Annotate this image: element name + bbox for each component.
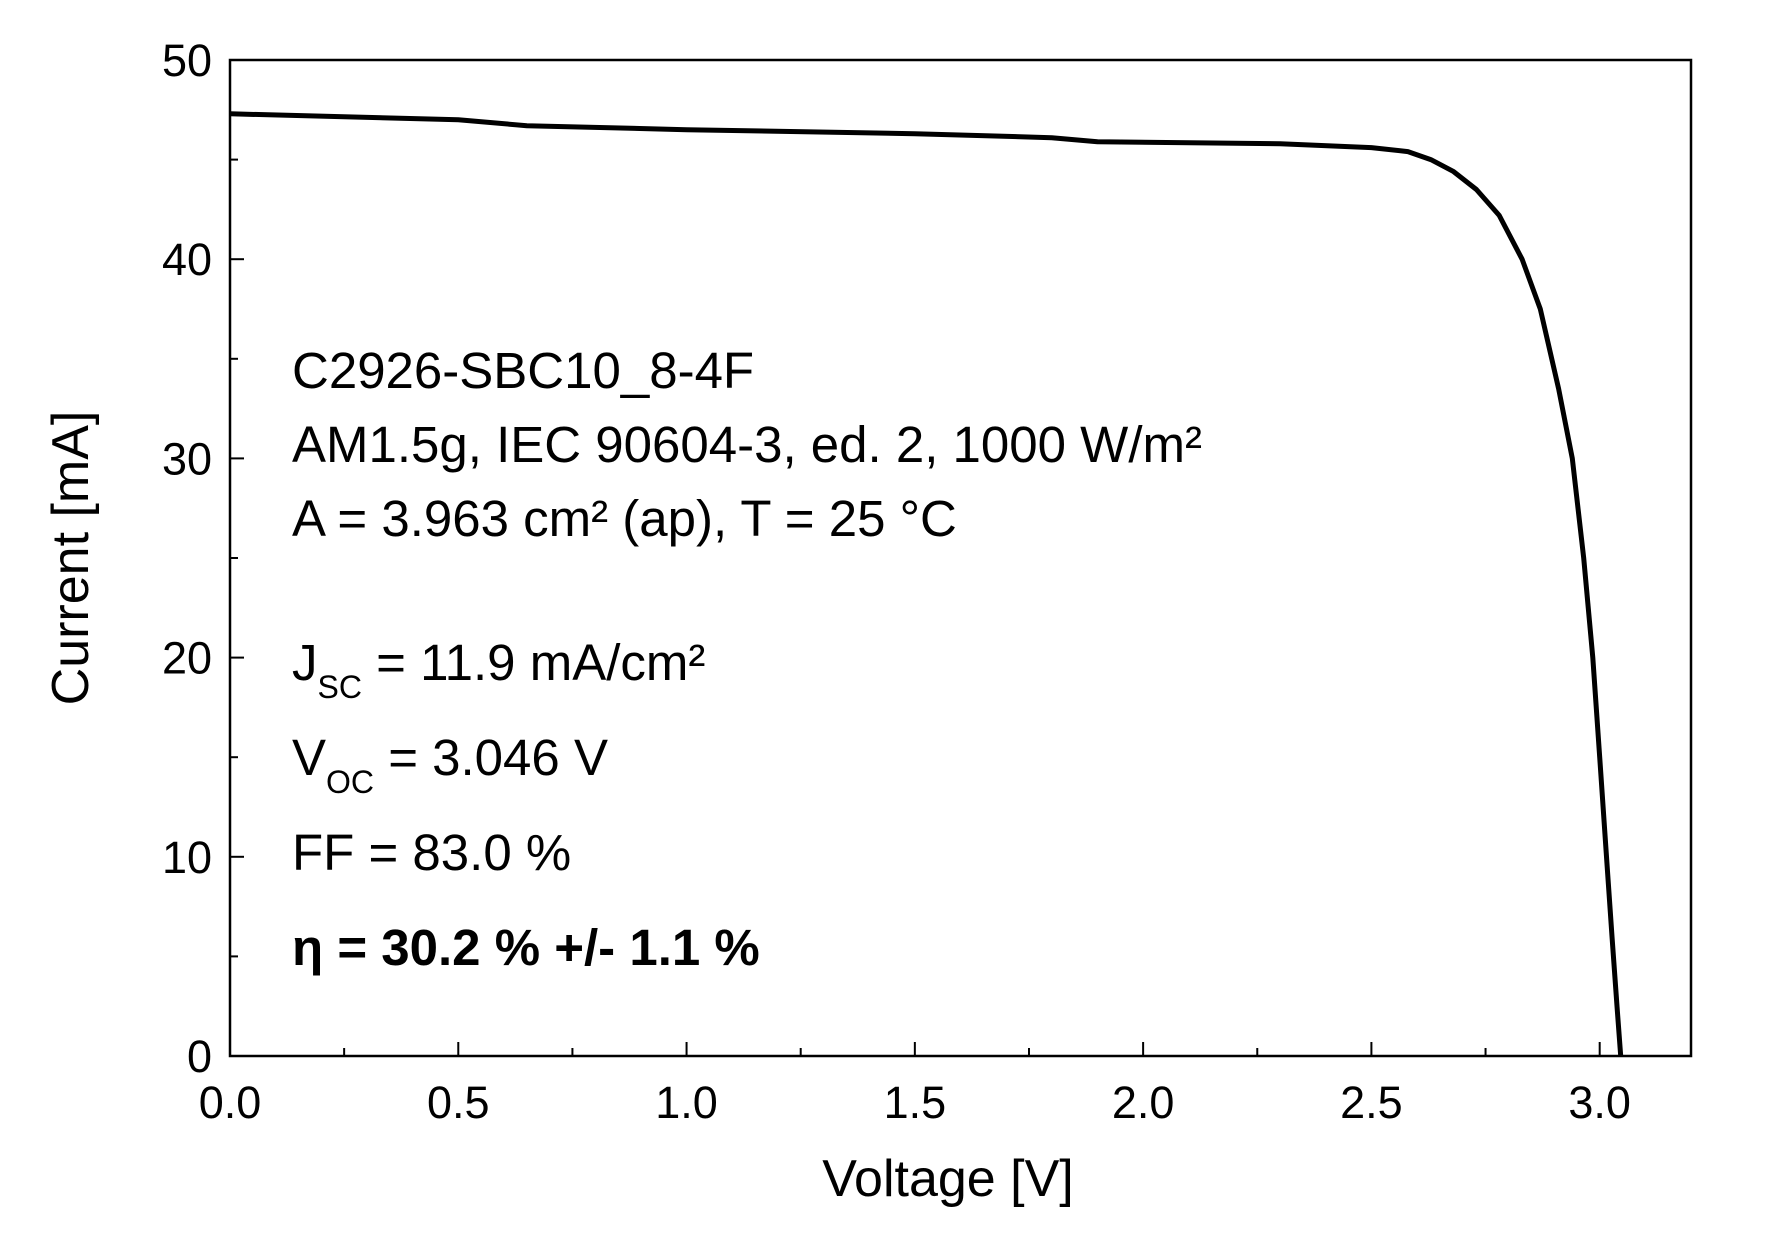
x-tick-label: 3.0 bbox=[1568, 1077, 1631, 1128]
y-tick-label: 50 bbox=[162, 35, 212, 86]
x-tick-label: 1.0 bbox=[655, 1077, 718, 1128]
x-tick-label: 0.5 bbox=[427, 1077, 490, 1128]
jsc-subscript: SC bbox=[318, 669, 362, 705]
annotation-ff: FF = 83.0 % bbox=[292, 824, 571, 881]
axis-ticks: 0.0 0.5 1.0 1.5 2.0 2.5 3.0 0 10 20 30 40 50 bbox=[162, 35, 1631, 1128]
y-tick-label: 0 bbox=[187, 1031, 212, 1082]
annotation-sample-id: C2926-SBC10_8-4F bbox=[292, 342, 754, 399]
x-tick-label: 2.5 bbox=[1340, 1077, 1403, 1128]
iv-curve-line bbox=[229, 111, 1624, 1057]
x-tick-label: 2.0 bbox=[1112, 1077, 1175, 1128]
jsc-value: = 11.9 mA/cm² bbox=[362, 634, 705, 691]
voc-subscript: OC bbox=[326, 764, 374, 800]
jsc-symbol: J bbox=[292, 634, 318, 691]
x-tick-label: 1.5 bbox=[884, 1077, 947, 1128]
annotation-conditions: AM1.5g, IEC 90604-3, ed. 2, 1000 W/m² bbox=[292, 416, 1202, 473]
x-tick-label: 0.0 bbox=[199, 1077, 262, 1128]
voc-symbol: V bbox=[292, 729, 326, 786]
annotation-block: C2926-SBC10_8-4F AM1.5g, IEC 90604-3, ed… bbox=[292, 342, 1202, 976]
annotation-area-temp: A = 3.963 cm² (ap), T = 25 °C bbox=[292, 490, 957, 547]
plot-frame bbox=[228, 58, 1693, 1058]
annotation-jsc: JSC = 11.9 mA/cm² bbox=[292, 634, 705, 705]
y-tick-label: 20 bbox=[162, 633, 212, 684]
x-axis-label: Voltage [V] bbox=[822, 1150, 1074, 1208]
annotation-efficiency: η = 30.2 % +/- 1.1 % bbox=[292, 919, 760, 976]
y-tick-label: 10 bbox=[162, 832, 212, 883]
y-axis-label: Current [mA] bbox=[42, 411, 100, 706]
y-tick-label: 30 bbox=[162, 433, 212, 484]
voc-value: = 3.046 V bbox=[374, 729, 608, 786]
y-tick-label: 40 bbox=[162, 234, 212, 285]
annotation-voc: VOC = 3.046 V bbox=[292, 729, 608, 800]
